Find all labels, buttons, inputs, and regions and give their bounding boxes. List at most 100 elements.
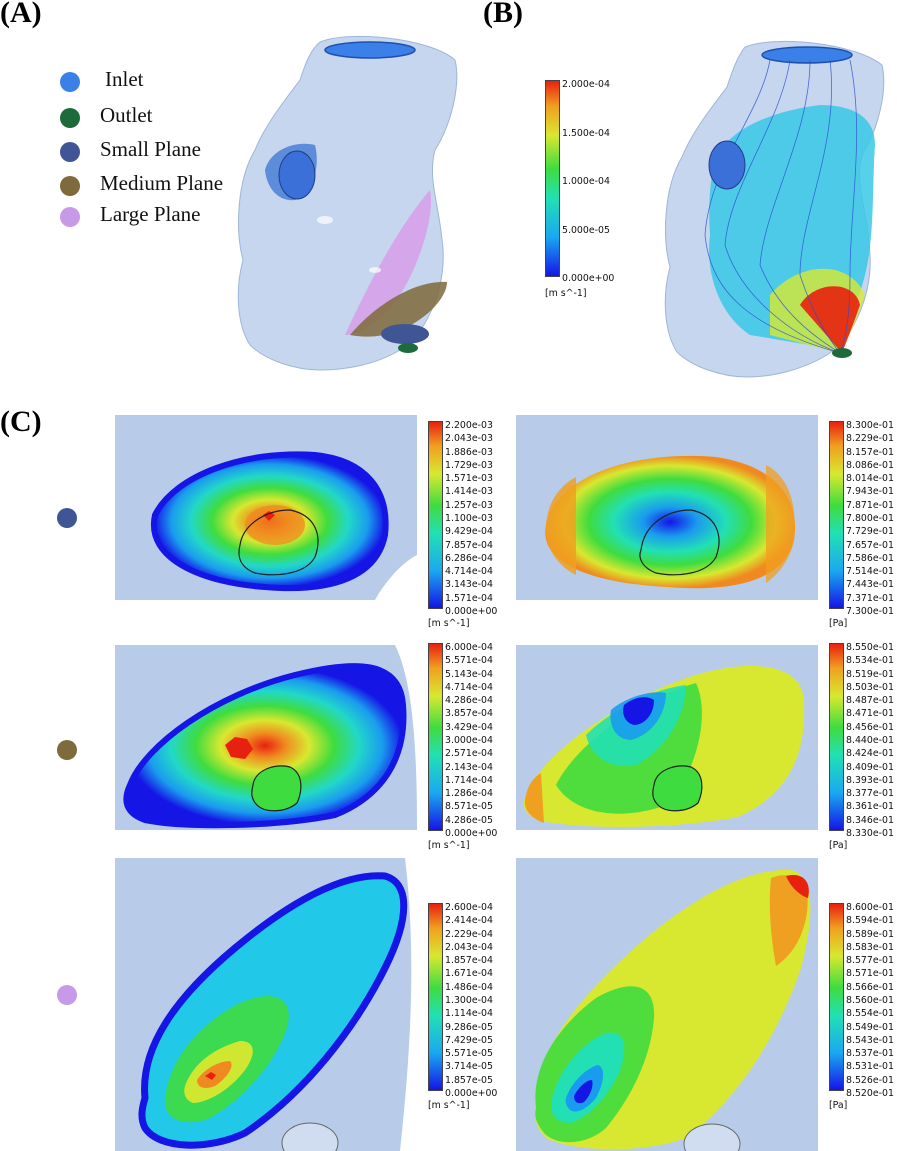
- colorbar-tick: 1.571e-04: [445, 592, 493, 604]
- colorbar-tick: 0.000e+00: [445, 1088, 498, 1099]
- colorbar-tick: 5.571e-05: [445, 1048, 493, 1060]
- colorbar-tick: 8.377e-01: [846, 788, 894, 800]
- legend-label: Medium Plane: [100, 171, 224, 195]
- inlet-plane: [324, 41, 416, 59]
- colorbar-tick: 8.583e-01: [846, 941, 894, 953]
- medium-plane-pressure-contour: [516, 645, 818, 830]
- small-plane: [381, 324, 429, 344]
- colorbar-tick: 0.000e+00: [445, 606, 498, 617]
- large-plane-dot: [57, 985, 77, 1005]
- colorbar-tick: 8.594e-01: [846, 915, 894, 927]
- colorbar-tick: 6.286e-04: [445, 552, 493, 564]
- colorbar-tick: 5.000e-05: [562, 225, 610, 236]
- colorbar-tick: 1.257e-03: [445, 499, 493, 511]
- colorbar-tick: 4.286e-04: [445, 695, 493, 707]
- colorbar-tick: 8.560e-01: [846, 995, 894, 1006]
- colorbar-tick: 8.554e-01: [846, 1008, 894, 1020]
- colorbar-unit: [Pa]: [829, 840, 848, 851]
- colorbar-tick: 0.000e+00: [562, 273, 615, 284]
- colorbar-tick: 8.440e-01: [846, 735, 894, 746]
- colorbar-tick: 2.414e-04: [445, 915, 493, 927]
- colorbar-tick: 8.157e-01: [846, 446, 894, 458]
- colorbar-tick: 8.229e-01: [846, 433, 894, 445]
- colorbar-gradient: [829, 643, 844, 831]
- colorbar-tick: 8.534e-01: [846, 655, 894, 667]
- colorbar-tick: 8.550e-01: [846, 642, 894, 653]
- colorbar-tick: 8.571e-05: [445, 801, 493, 813]
- colorbar-gradient: [428, 903, 443, 1091]
- colorbar-tick: 1.714e-04: [445, 774, 493, 786]
- large-plane: [345, 190, 431, 335]
- colorbar-tick: 7.871e-01: [846, 499, 894, 511]
- colorbar-tick: 8.393e-01: [846, 774, 894, 786]
- colorbar-tick: 8.409e-01: [846, 761, 894, 773]
- colorbar-tick: 6.000e-04: [445, 642, 493, 653]
- colorbar-tick: 1.000e-04: [562, 176, 610, 187]
- colorbar-tick: 8.330e-01: [846, 828, 894, 839]
- colorbar-tick: 2.600e-04: [445, 902, 493, 913]
- colorbar-tick: 1.857e-05: [445, 1074, 493, 1086]
- colorbar-tick: 8.503e-01: [846, 681, 894, 693]
- colorbar-tick: 1.114e-04: [445, 1008, 493, 1020]
- small-plane-pressure-contour: [516, 415, 818, 600]
- streamline-geometry-b: [664, 40, 885, 378]
- colorbar-tick: 2.000e-04: [562, 79, 610, 90]
- colorbar-tick: 8.300e-01: [846, 420, 894, 431]
- colorbar-tick: 8.014e-01: [846, 473, 894, 485]
- panel-label-a: (A): [0, 0, 42, 29]
- colorbar-tick: 2.229e-04: [445, 928, 493, 940]
- colorbar-tick: 9.429e-04: [445, 526, 493, 538]
- aneurysm-geometry-a: [237, 35, 458, 371]
- colorbar-unit: [Pa]: [829, 618, 848, 629]
- legend-label: Outlet: [100, 103, 153, 127]
- colorbar-tick: 3.143e-04: [445, 579, 493, 591]
- legend-label: Inlet: [105, 67, 144, 91]
- colorbar-tick: 1.286e-04: [445, 788, 493, 800]
- colorbar-unit: [m s^-1]: [545, 288, 587, 299]
- colorbar-tick: 8.571e-01: [846, 968, 894, 980]
- colorbar-tick: 8.086e-01: [846, 459, 894, 471]
- colorbar-tick: 8.471e-01: [846, 708, 894, 720]
- colorbar-tick: 1.414e-03: [445, 486, 493, 498]
- colorbar-tick: 5.143e-04: [445, 668, 493, 680]
- colorbar-tick: 4.714e-04: [445, 681, 493, 693]
- colorbar-tick: 9.286e-05: [445, 1021, 493, 1033]
- colorbar-tick: 0.000e+00: [445, 828, 498, 839]
- colorbar-tick: 4.286e-05: [445, 814, 493, 826]
- colorbar-gradient: [829, 421, 844, 609]
- legend-dot: [60, 142, 80, 162]
- colorbar-unit: [m s^-1]: [428, 618, 470, 629]
- colorbar-tick: 7.514e-01: [846, 566, 894, 578]
- colorbar-tick: 2.200e-03: [445, 420, 493, 431]
- colorbar-tick: 8.589e-01: [846, 928, 894, 940]
- colorbar-tick: 7.300e-01: [846, 606, 894, 617]
- colorbar-tick: 8.577e-01: [846, 955, 894, 967]
- colorbar-tick: 7.657e-01: [846, 539, 894, 551]
- large-plane-pressure-contour: [516, 858, 818, 1151]
- colorbar-tick: 7.429e-05: [445, 1034, 493, 1046]
- colorbar-unit: [Pa]: [829, 1100, 848, 1111]
- legend-label: Large Plane: [100, 202, 201, 226]
- legend-dot: [60, 72, 80, 92]
- legend-dot: [60, 207, 80, 227]
- colorbar-tick: 1.571e-03: [445, 473, 493, 485]
- colorbar-tick: 7.586e-01: [846, 552, 894, 564]
- colorbar-tick: 8.346e-01: [846, 814, 894, 826]
- colorbar-tick: 7.371e-01: [846, 592, 894, 604]
- colorbar-tick: 1.100e-03: [445, 513, 493, 524]
- colorbar-tick: 4.714e-04: [445, 566, 493, 578]
- colorbar-tick: 1.671e-04: [445, 968, 493, 980]
- legend-dot: [60, 176, 80, 196]
- legend-dot: [60, 108, 80, 128]
- colorbar-tick: 1.886e-03: [445, 446, 493, 458]
- colorbar-tick: 8.361e-01: [846, 801, 894, 813]
- colorbar-unit: [m s^-1]: [428, 840, 470, 851]
- colorbar-tick: 3.000e-04: [445, 735, 493, 746]
- colorbar-tick: 8.519e-01: [846, 668, 894, 680]
- panel-label-b: (B): [483, 0, 523, 29]
- colorbar-tick: 7.443e-01: [846, 579, 894, 591]
- medium-plane-velocity-contour: [115, 645, 417, 830]
- colorbar-tick: 1.857e-04: [445, 955, 493, 967]
- colorbar-gradient: [428, 643, 443, 831]
- colorbar-tick: 1.486e-04: [445, 981, 493, 993]
